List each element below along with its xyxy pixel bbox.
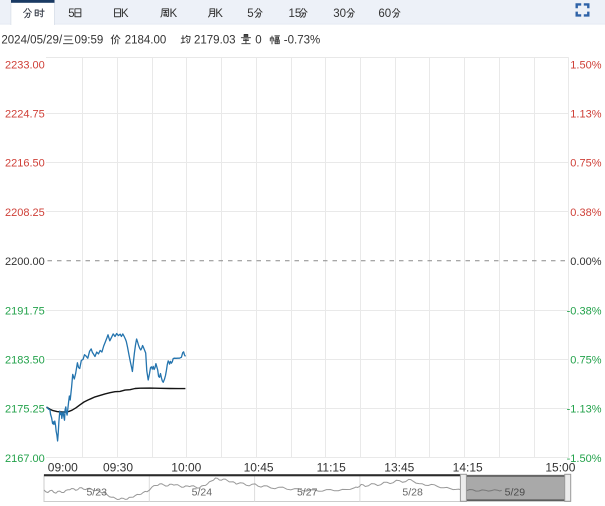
svg-text:5/28: 5/28 [402,487,423,499]
svg-text:5/29: 5/29 [505,487,526,499]
svg-text:14:15: 14:15 [453,460,483,474]
svg-text:15:00: 15:00 [545,460,575,474]
svg-text:2175.25: 2175.25 [5,404,45,416]
svg-text:K: K [121,8,129,20]
svg-text:30: 30 [333,8,346,20]
svg-text:2200.00: 2200.00 [5,256,45,268]
svg-text:K: K [215,8,223,20]
svg-text:5/27: 5/27 [297,487,318,499]
svg-text:2191.75: 2191.75 [5,305,45,317]
svg-text:10:45: 10:45 [244,460,274,474]
svg-text:0.38%: 0.38% [570,207,601,219]
svg-text:0.75%: 0.75% [570,158,601,170]
svg-text:2208.25: 2208.25 [5,207,45,219]
svg-text:-0.38%: -0.38% [567,305,602,317]
svg-text:09:30: 09:30 [103,460,133,474]
svg-text:0.00%: 0.00% [570,256,601,268]
svg-text:0.75%: 0.75% [570,355,601,367]
svg-text:2216.50: 2216.50 [5,158,45,170]
svg-text:15: 15 [289,8,302,20]
svg-text:2179.03: 2179.03 [194,34,236,46]
svg-text:-1.50%: -1.50% [567,453,602,465]
svg-text:13:45: 13:45 [384,460,414,474]
svg-text:5/24: 5/24 [192,487,213,499]
svg-text:09:59: 09:59 [75,34,104,46]
svg-text:2233.00: 2233.00 [5,59,45,71]
svg-text:-0.73%: -0.73% [284,34,320,46]
svg-text:2183.50: 2183.50 [5,355,45,367]
svg-text:1.50%: 1.50% [570,59,601,71]
svg-text:10:00: 10:00 [171,460,201,474]
svg-text:5: 5 [68,8,74,20]
svg-text:60: 60 [378,8,391,20]
svg-text:2167.00: 2167.00 [5,453,45,465]
svg-text:5: 5 [247,8,253,20]
svg-text:2224.75: 2224.75 [5,109,45,121]
svg-text:09:00: 09:00 [48,460,78,474]
svg-text:1.13%: 1.13% [570,109,601,121]
svg-text:K: K [170,8,178,20]
svg-text:11:15: 11:15 [317,460,346,474]
svg-text:0: 0 [255,34,261,46]
svg-text:2184.00: 2184.00 [125,34,167,46]
svg-text:2024/05/29/: 2024/05/29/ [1,34,63,46]
svg-text:5/23: 5/23 [86,487,107,499]
svg-text:-1.13%: -1.13% [567,404,602,416]
